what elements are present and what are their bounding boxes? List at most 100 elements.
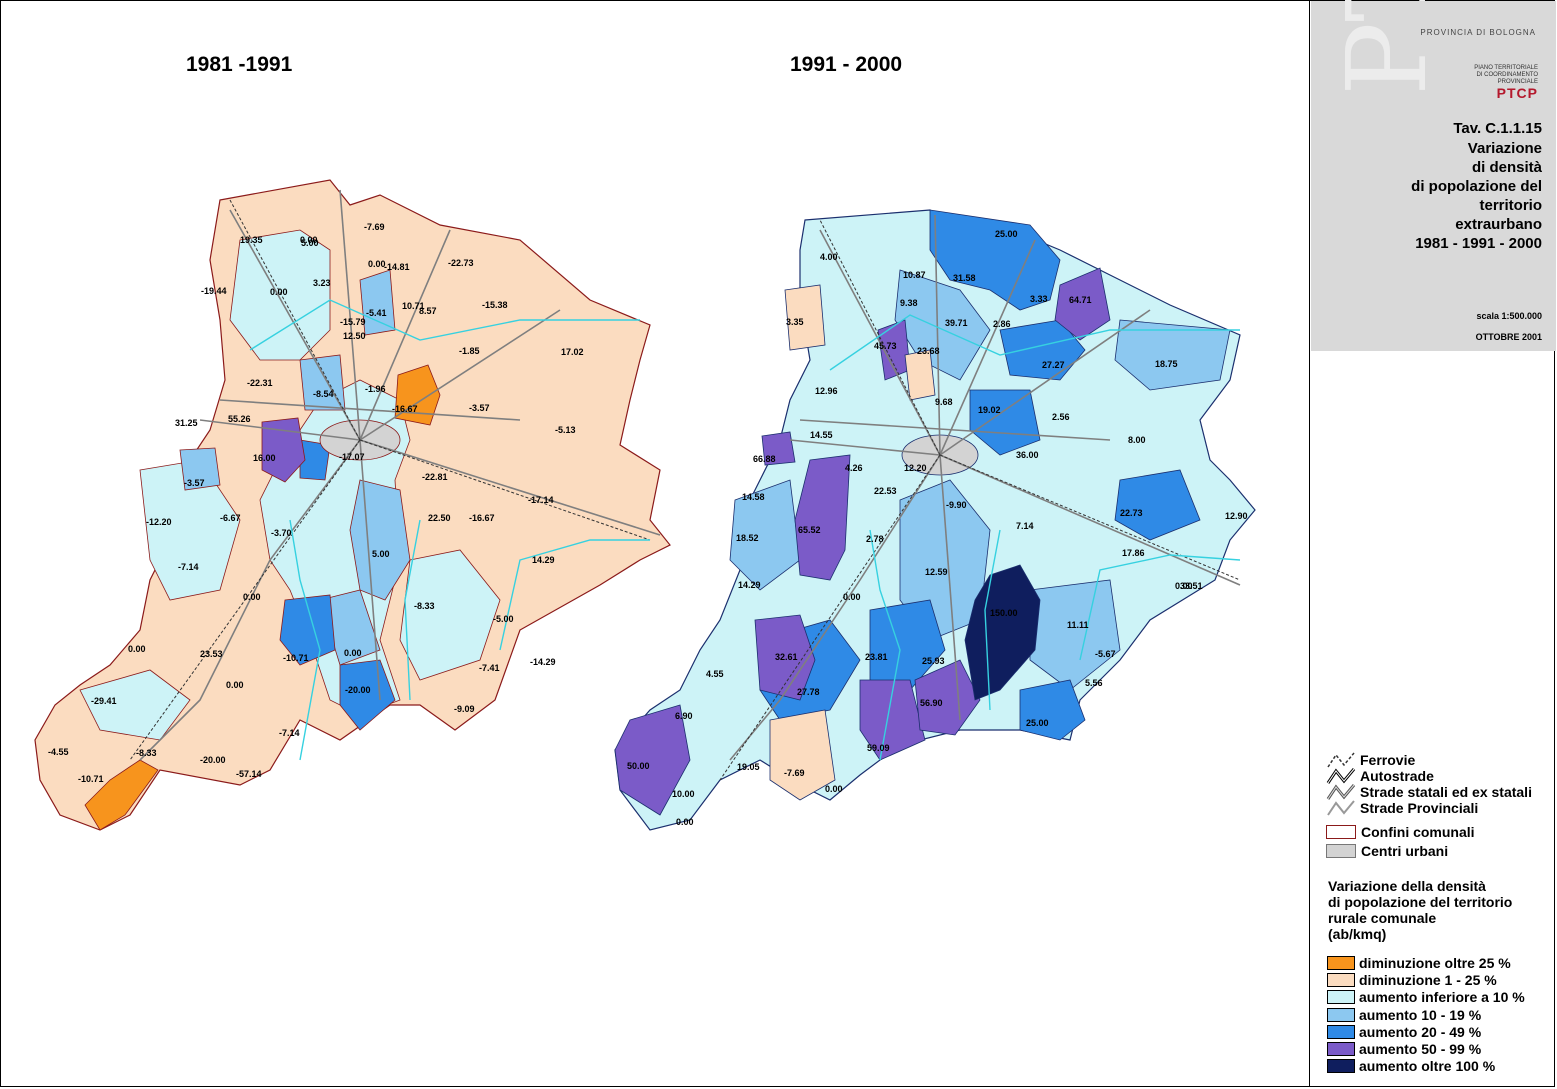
- sidebar-divider: [1309, 0, 1310, 1087]
- legend-autostrade-label: Autostrade: [1360, 768, 1434, 784]
- left-rivers: [249, 299, 650, 761]
- legend-class-row: aumento 50 - 99 %: [1327, 1041, 1481, 1057]
- municipality-value-label: -29.41: [91, 696, 117, 706]
- municipality-value-label: 2.78: [866, 534, 884, 544]
- municipality-value-label: -5.13: [555, 425, 576, 435]
- municipality-value-label: 33.51: [1180, 581, 1203, 591]
- municipality-value-label: 0.00: [300, 235, 318, 245]
- municipality-value-label: -3.70: [271, 528, 292, 538]
- right-zone-peach-west: [784, 284, 826, 351]
- legend-class-label: diminuzione oltre 25 %: [1359, 955, 1511, 971]
- municipality-value-label: -5.41: [366, 308, 387, 318]
- legend-strade-provinciali-label: Strade Provinciali: [1360, 800, 1479, 816]
- municipality-value-label: -9.09: [454, 704, 475, 714]
- municipality-value-label: -20.00: [345, 685, 371, 695]
- municipality-value-label: -3.57: [184, 478, 205, 488]
- left-zone-mid-blue-1: [279, 594, 336, 666]
- municipality-value-label: 55.26: [228, 414, 251, 424]
- legend-confini: Confini comunali: [1326, 823, 1475, 841]
- date-text: OTTOBRE 2001: [1475, 332, 1542, 342]
- motorway-symbol-icon: [1326, 768, 1356, 784]
- municipality-value-label: 7.14: [1016, 521, 1034, 531]
- municipality-value-label: 5.00: [301, 238, 319, 248]
- municipality-value-label: 31.58: [953, 273, 976, 283]
- municipality-value-label: 0.00: [1175, 581, 1193, 591]
- legend-class-swatch: [1327, 1042, 1355, 1056]
- legend-class-swatch: [1327, 1059, 1355, 1074]
- municipality-value-label: -19.44: [201, 286, 227, 296]
- municipality-value-label: 25.93: [922, 656, 945, 666]
- municipality-value-label: 12.50: [343, 331, 366, 341]
- legend-class-row: aumento oltre 100 %: [1327, 1058, 1495, 1074]
- municipality-value-label: 59.09: [867, 743, 890, 753]
- legend-class-swatch: [1327, 956, 1355, 970]
- right-zone-purple-far-southwest: [614, 704, 691, 816]
- legend-class-label: aumento oltre 100 %: [1359, 1058, 1496, 1075]
- municipality-value-label: 19.02: [978, 405, 1001, 415]
- municipality-value-label: -8.33: [414, 601, 435, 611]
- municipality-value-label: -22.81: [422, 472, 448, 482]
- maps-canvas: 19.35 0.00-7.69-19.445.00-14.810.003.23-2…: [34, 179, 1256, 831]
- municipality-value-label: -7.14: [279, 728, 300, 738]
- left-railways: [129, 199, 651, 761]
- municipality-value-label: 11.11: [1067, 620, 1089, 630]
- ptcp-logo: PIANO TERRITORIALE DI COORDINAMENTO PROV…: [1468, 65, 1538, 100]
- boundary-swatch: [1326, 825, 1356, 839]
- municipality-value-label: 27.78: [797, 687, 820, 697]
- municipality-value-label: 19.05: [737, 762, 760, 772]
- right-zone-peach-center: [904, 349, 936, 401]
- legend-class-row: aumento 10 - 19 %: [1327, 1007, 1481, 1023]
- municipality-value-label: 2.86: [993, 319, 1011, 329]
- municipality-value-label: 0.00: [243, 592, 261, 602]
- province-name: PROVINCIA DI BOLOGNA: [1420, 28, 1536, 37]
- left-roads: [139, 189, 661, 761]
- map-title-1991-2000: 1991 - 2000: [790, 53, 903, 76]
- right-zone-purple-south-east: [914, 659, 981, 736]
- municipality-value-label: -14.29: [530, 657, 556, 667]
- left-zone-orange-south: [84, 759, 159, 831]
- left-zone-light-cyan-southwest: [79, 669, 191, 741]
- municipality-value-label: -6.67: [220, 513, 241, 523]
- municipality-value-label: -16.67: [469, 513, 495, 523]
- municipality-value-label: 10.87: [903, 270, 926, 280]
- municipality-value-label: 45.73: [874, 341, 897, 351]
- right-zone-dark-navy: [964, 564, 1041, 701]
- municipality-value-label: 4.00: [820, 252, 838, 262]
- municipality-value-label: -1.96: [365, 384, 386, 394]
- municipality-value-label: -14.81: [384, 262, 410, 272]
- right-zone-mid-blue-southeast: [1019, 679, 1086, 741]
- municipality-value-label: 0.00: [270, 287, 288, 297]
- legend-confini-label: Confini comunali: [1361, 824, 1475, 840]
- municipality-value-label: 23.81: [865, 652, 888, 662]
- municipality-value-label: 18.52: [736, 533, 759, 543]
- municipality-value-label: 10.71: [402, 301, 425, 311]
- provincial-road-symbol-icon: [1327, 800, 1355, 816]
- municipality-value-label: -22.73: [448, 258, 474, 268]
- municipality-value-label: -7.41: [479, 663, 500, 673]
- ptcp-watermark-logo: PTCP: [1323, 0, 1451, 96]
- municipality-value-label: 12.59: [925, 567, 948, 577]
- municipality-value-label: -4.55: [48, 747, 69, 757]
- municipality-value-label: -10.71: [283, 653, 309, 663]
- railway-symbol-icon: [1327, 752, 1355, 768]
- left-zone-light-cyan-east: [399, 549, 501, 681]
- legend-class-swatch: [1327, 990, 1355, 1005]
- ptcp-logo-mark: PTCP: [1496, 85, 1538, 101]
- municipality-value-label: 32.61: [775, 652, 798, 662]
- right-zone-mid-blue-northeast: [999, 319, 1086, 381]
- municipality-value-label: 0.00: [128, 644, 146, 654]
- legend-class-swatch: [1327, 1024, 1355, 1039]
- municipality-value-label: 0.00: [226, 680, 244, 690]
- legend-class-row: aumento 20 - 49 %: [1327, 1024, 1481, 1040]
- municipality-value-label: -5.00: [493, 614, 514, 624]
- municipality-value-label: -57.14: [236, 769, 262, 779]
- right-zone-purple-southwest: [754, 614, 816, 701]
- municipality-value-label: 22.73: [1120, 508, 1143, 518]
- left-zone-light-blue-3: [359, 269, 396, 336]
- municipality-value-label: 27.27: [1042, 360, 1065, 370]
- right-zone-light-blue-west: [729, 479, 801, 591]
- municipality-value-label: 12.90: [1225, 511, 1248, 521]
- municipality-value-label: 22.53: [874, 486, 897, 496]
- municipality-value-label: -7.69: [784, 768, 805, 778]
